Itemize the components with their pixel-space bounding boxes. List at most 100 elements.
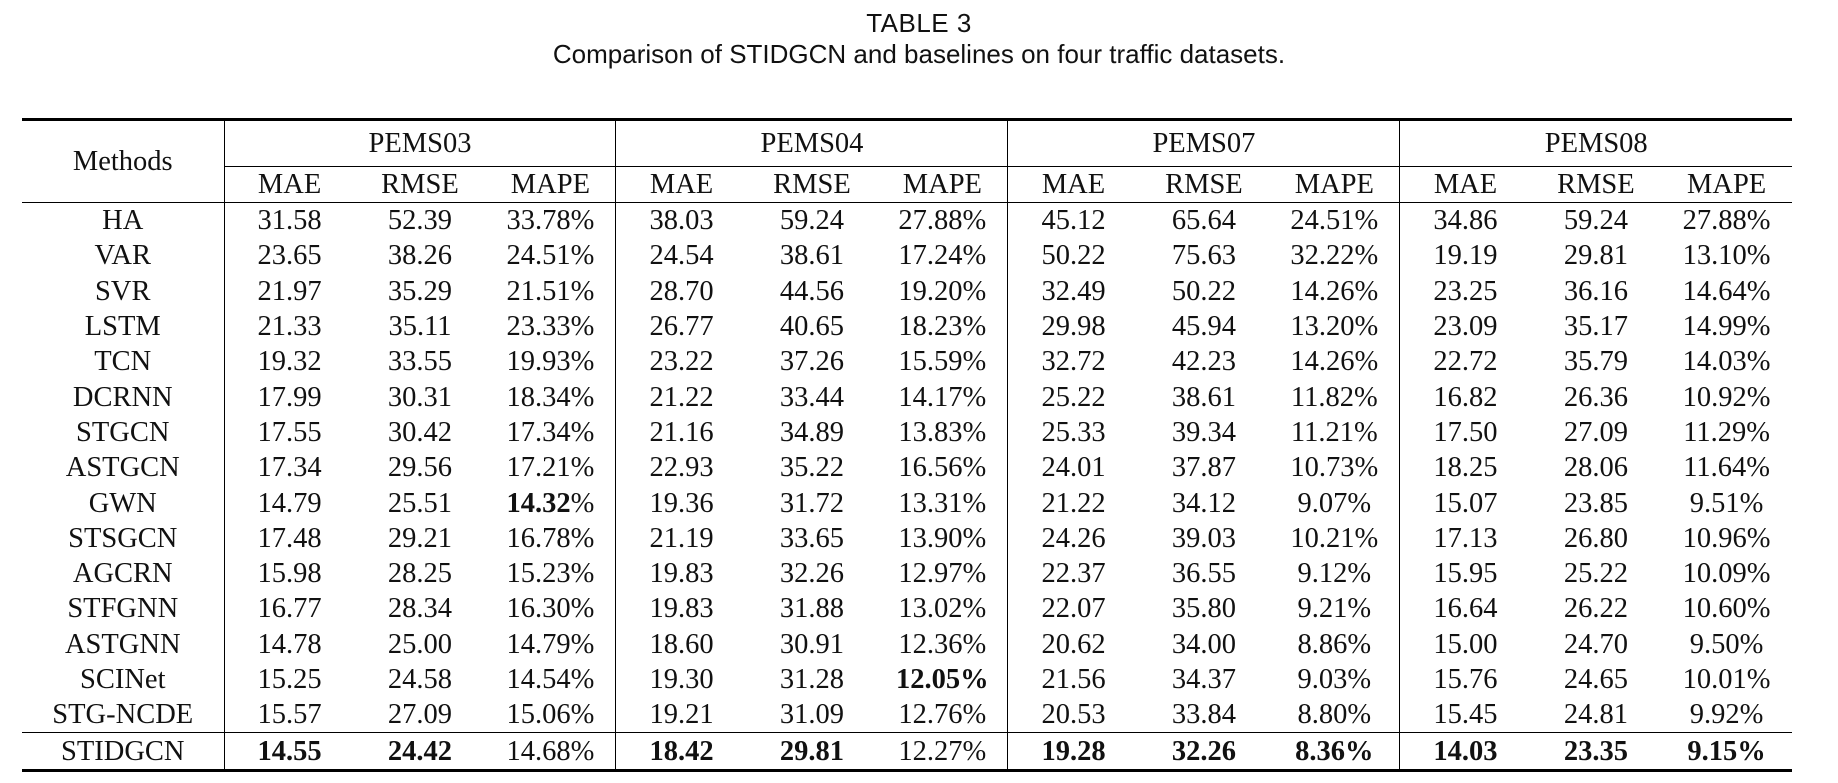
- metric-value-cell: 52.39: [387, 205, 453, 237]
- metric-value-cell: 28.25: [387, 558, 453, 590]
- table-row: VAR 23.65 38.26 24.51% 24.54 38.61 17.24% 50.22…: [22, 238, 1792, 274]
- metric-value-cell: 34.37: [1171, 664, 1236, 695]
- metric-header-mae: MAE: [224, 166, 355, 203]
- metric-value-cell: 21.16: [649, 416, 714, 448]
- metric-value-cell: 14.78: [257, 628, 322, 660]
- metric-value-cell: 12.27%: [877, 732, 1009, 771]
- metric-value-cell: 32.22%: [1269, 238, 1401, 274]
- method-name-cell: VAR: [22, 238, 225, 274]
- metric-value-cell: 19.93%: [485, 344, 617, 380]
- metric-value-cell: 27.09: [387, 699, 453, 731]
- metric-value-cell: 28.34: [387, 593, 453, 625]
- metric-header-rmse: RMSE: [746, 166, 878, 203]
- metric-value-cell: 37.26: [779, 346, 845, 378]
- table-row: SCINet 15.25 24.58 14.54% 19.30 31.28 12.05% 21…: [22, 661, 1792, 698]
- metric-value-cell: 19.21: [649, 699, 714, 731]
- metric-value-cell: 14.79: [257, 487, 322, 519]
- metric-value-cell: 33.65: [779, 522, 845, 554]
- metric-value-cell: 23.85: [1563, 487, 1628, 519]
- metric-value-cell: 8.36%: [1269, 732, 1401, 771]
- metric-value-cell: 38.61: [779, 240, 845, 272]
- metric-value-cell: 9.12%: [1269, 555, 1401, 592]
- metric-value-cell: 38.61: [1171, 381, 1236, 413]
- metric-value-cell: 14.79%: [485, 626, 617, 662]
- metric-value-cell: 38.26: [387, 240, 453, 272]
- method-name-cell: SVR: [22, 273, 225, 309]
- metric-value-cell: 20.62: [1041, 628, 1106, 660]
- dataset-header-pems07: PEMS07: [1007, 119, 1401, 167]
- metric-value-cell: 12.05%: [877, 661, 1009, 698]
- metric-value-cell: 19.30: [649, 664, 714, 695]
- metric-value-cell: 9.21%: [1269, 591, 1401, 627]
- metric-value-cell: 21.51%: [485, 273, 617, 309]
- metric-value-cell: 30.91: [779, 628, 845, 660]
- method-name-cell: GWN: [22, 485, 225, 521]
- metric-value-cell: 34.89: [779, 416, 845, 448]
- table-caption-text: Comparison of STIDGCN and baselines on f…: [552, 39, 1286, 69]
- metric-value-cell: 21.33: [257, 311, 322, 343]
- metric-value-cell: 13.31%: [877, 485, 1009, 521]
- metric-value-cell: 32.72: [1041, 346, 1106, 378]
- metric-value-cell: 24.51%: [485, 238, 617, 274]
- method-name-cell: STG-NCDE: [22, 697, 225, 733]
- metric-value-cell: 26.22: [1563, 593, 1628, 625]
- table-row: STIDGCN 14.55 24.42 14.68% 18.42 29.81 12.27% 1…: [22, 732, 1792, 771]
- metric-value-cell: 18.42: [615, 732, 747, 771]
- metric-value-cell: 14.26%: [1269, 344, 1401, 380]
- metric-value-cell: 23.33%: [485, 308, 617, 345]
- metric-value-cell: 17.13: [1433, 522, 1498, 554]
- metric-value-cell: 34.12: [1171, 487, 1236, 519]
- metric-value-cell: 14.54%: [485, 661, 617, 698]
- metric-value-cell: 50.22: [1171, 275, 1236, 307]
- table-row: AGCRN 15.98 28.25 15.23% 19.83 32.26 12.97% 22.…: [22, 555, 1792, 592]
- table-row: LSTM 21.33 35.11 23.33% 26.77 40.65 18.23% 29.9…: [22, 308, 1792, 345]
- metric-value-cell: 22.72: [1433, 346, 1498, 378]
- metric-value-cell: 29.56: [387, 452, 453, 484]
- metric-value-cell: 65.64: [1171, 205, 1236, 237]
- metric-value-cell: 13.90%: [877, 520, 1009, 556]
- metric-value-cell: 38.03: [649, 205, 714, 237]
- metric-value-cell: 30.31: [387, 381, 453, 413]
- metric-header-mape: MAPE: [877, 166, 1009, 203]
- method-name-cell: DCRNN: [22, 379, 225, 415]
- metric-value-cell: 10.21%: [1269, 520, 1401, 556]
- table-row: TCN 19.32 33.55 19.93% 23.22 37.26 15.59% 32.72…: [22, 344, 1792, 380]
- metric-value-cell: 13.83%: [877, 414, 1009, 451]
- metric-header-mape: MAPE: [485, 166, 617, 203]
- metric-value-cell: 33.78%: [485, 202, 617, 239]
- metric-value-cell: 36.55: [1171, 558, 1236, 590]
- metric-value-cell: 18.34%: [485, 379, 617, 415]
- metric-value-cell: 23.09: [1433, 311, 1498, 343]
- metric-value-cell: 14.99%: [1682, 311, 1771, 343]
- metric-value-cell: 33.84: [1171, 699, 1236, 731]
- metric-value-cell: 11.29%: [1683, 416, 1771, 448]
- metric-value-cell: 11.82%: [1269, 379, 1401, 415]
- metric-value-cell: 35.29: [387, 275, 453, 307]
- metric-header-mae: MAE: [615, 166, 747, 203]
- metric-value-cell: 10.92%: [1682, 381, 1771, 413]
- table-header: Methods PEMS03 PEMS04 PEMS07 PEMS08 MAE R…: [22, 119, 1792, 203]
- metric-value-cell: 15.00: [1433, 628, 1498, 660]
- metric-value-cell: 23.65: [257, 240, 322, 272]
- table-row: STG-NCDE 15.57 27.09 15.06% 19.21 31.09 12.76%…: [22, 697, 1792, 733]
- metric-value-cell: 17.34: [257, 452, 322, 484]
- metric-value-cell: 19.36: [649, 487, 714, 519]
- metric-value-cell: 10.96%: [1682, 522, 1771, 554]
- metric-value-cell: 21.22: [1041, 487, 1106, 519]
- metric-value-cell: 50.22: [1041, 240, 1106, 272]
- metric-value-cell: 24.01: [1041, 452, 1106, 484]
- metric-value-cell: 18.25: [1433, 452, 1498, 484]
- metric-header-mae: MAE: [1007, 166, 1139, 203]
- metric-value-cell: 24.70: [1563, 628, 1628, 660]
- metric-value-cell: 23.25: [1433, 275, 1498, 307]
- method-name-cell: ASTGCN: [22, 450, 225, 486]
- metric-value-cell: 14.03%: [1682, 346, 1771, 378]
- table-row: SVR 21.97 35.29 21.51% 28.70 44.56 19.20% 32.49…: [22, 273, 1792, 309]
- table-row: GWN 14.79 25.51 14.32% 19.36 31.72 13.31% 21.22…: [22, 485, 1792, 521]
- metric-value-cell: 19.28: [1007, 732, 1139, 771]
- metric-value-cell: 25.22: [1563, 558, 1628, 590]
- metric-value-cell: 13.10%: [1682, 240, 1771, 272]
- metric-value-cell: 21.22: [649, 381, 714, 413]
- method-name-cell: HA: [22, 202, 225, 239]
- metric-value-cell: 10.73%: [1269, 450, 1401, 486]
